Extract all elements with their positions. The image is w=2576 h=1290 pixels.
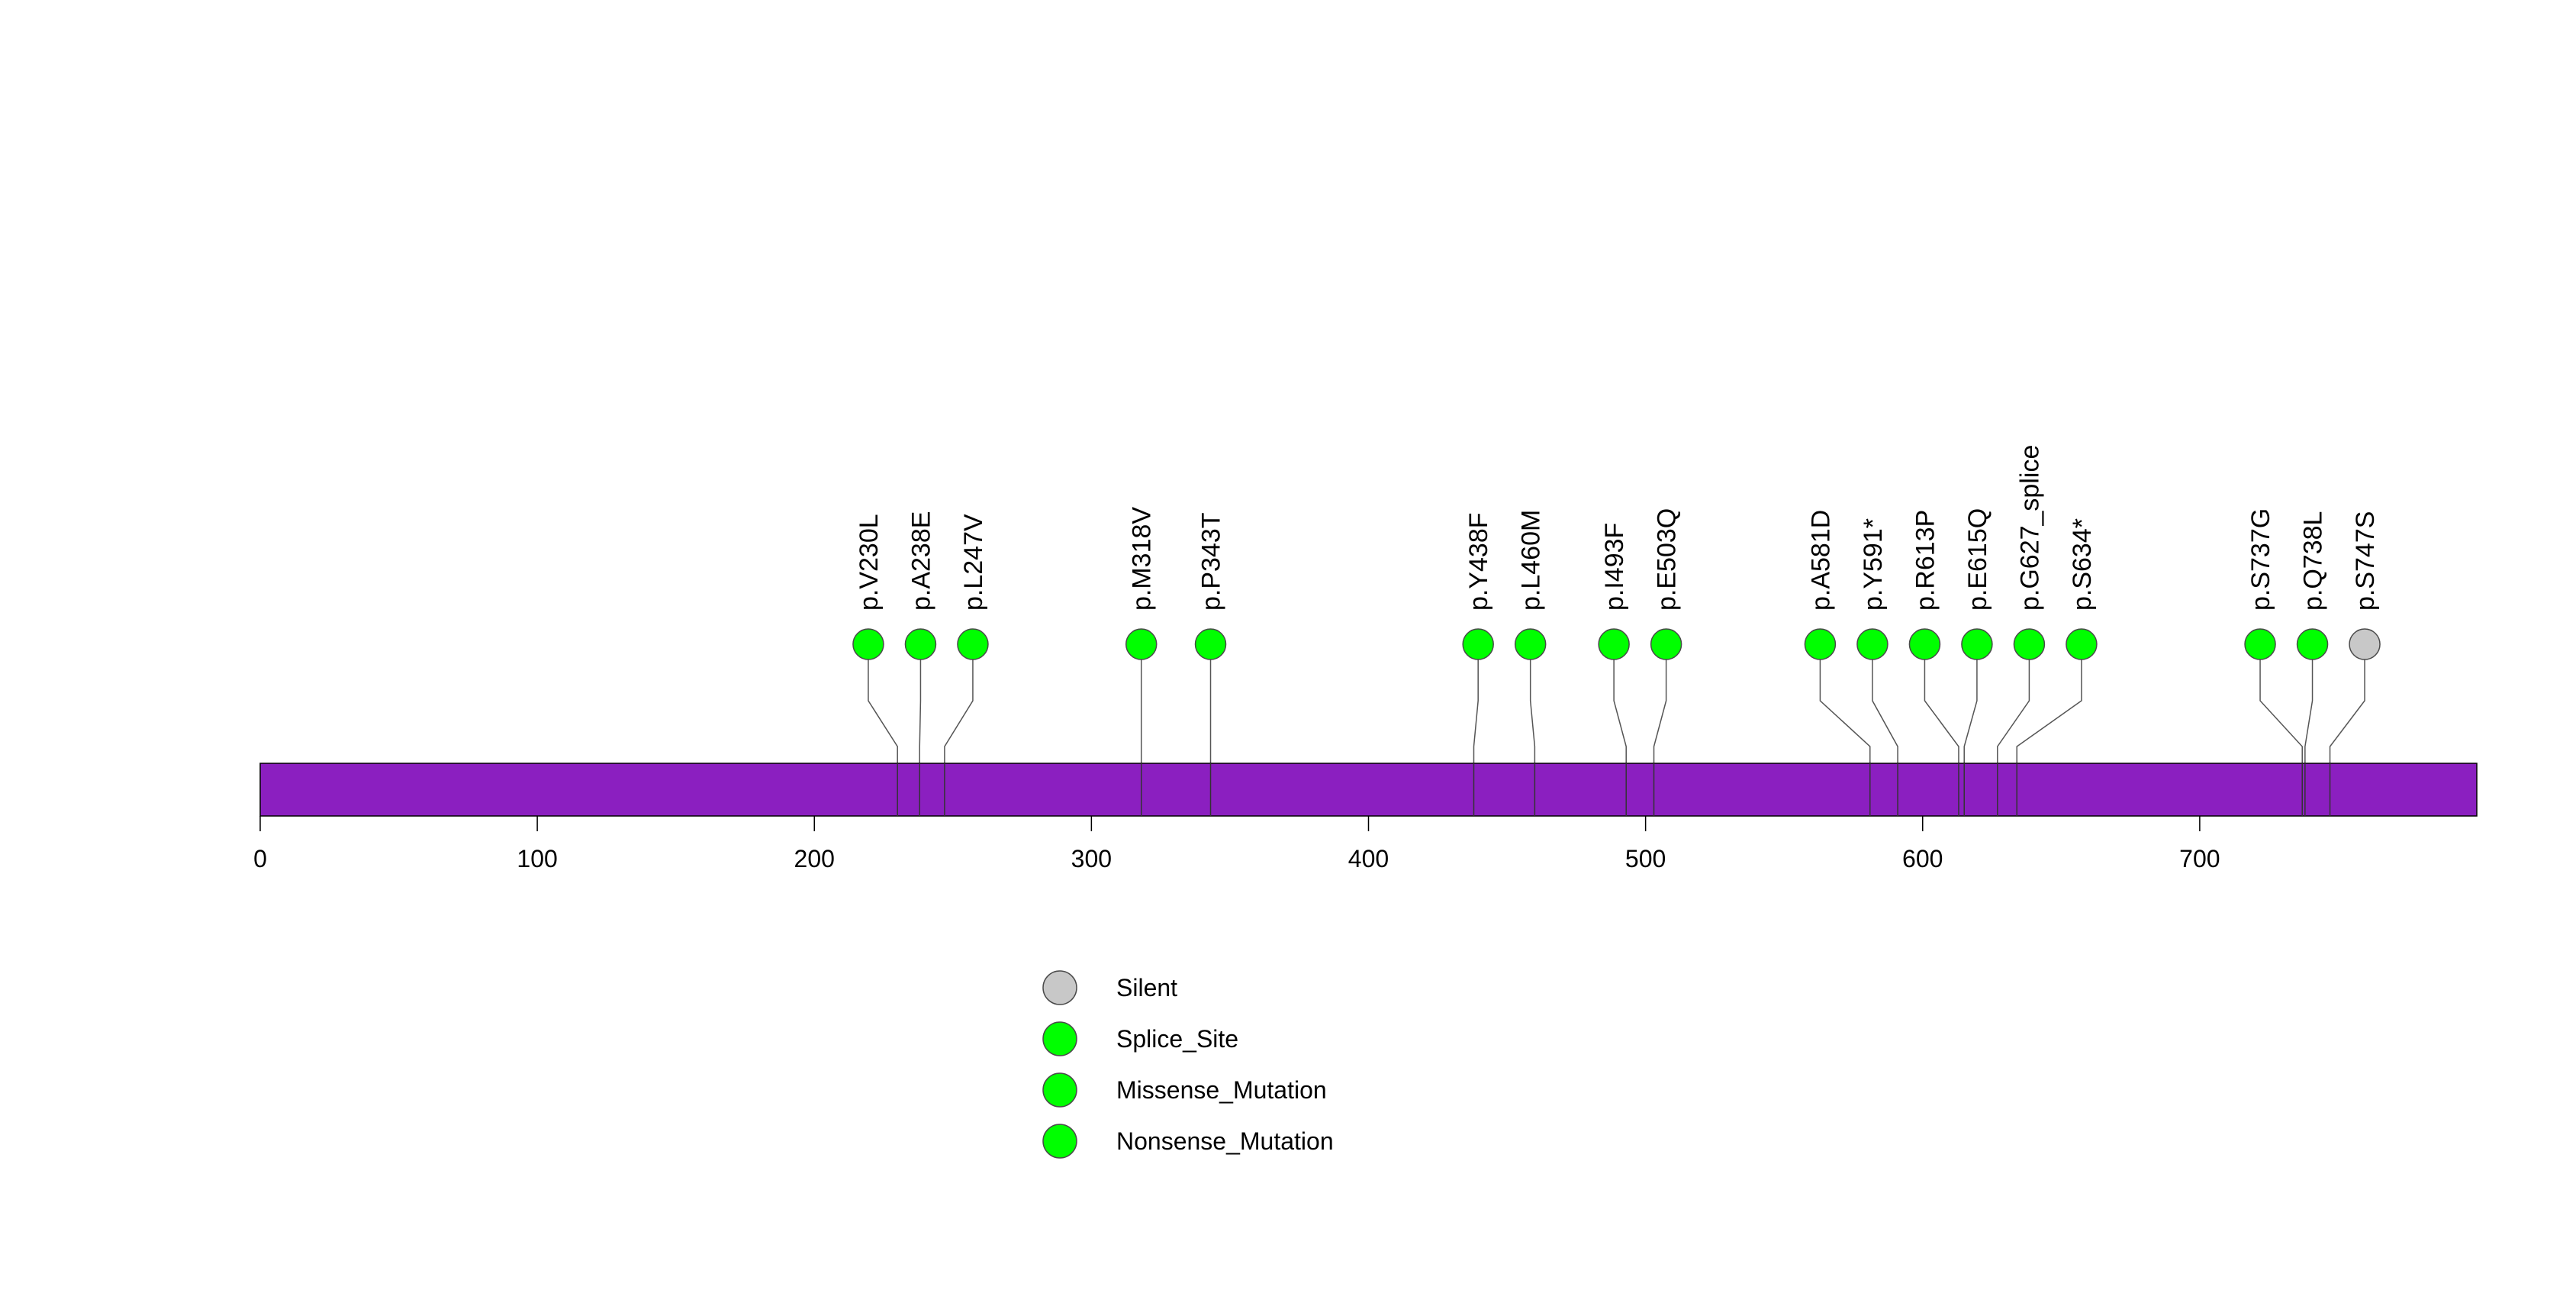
mutation-lollipop-head	[1804, 628, 1837, 660]
mutation-lollipop-head	[2349, 628, 2381, 660]
mutation-label: p.P343T	[1197, 512, 1226, 611]
connector-lines	[868, 644, 2365, 763]
mutation-label: p.L247V	[959, 514, 988, 611]
legend-swatch	[1042, 970, 1077, 1005]
mutation-lollipop-head	[2066, 628, 2098, 660]
mutation-label: p.Q738L	[2299, 511, 2328, 611]
mutation-connector	[2304, 644, 2314, 763]
mutation-lollipop-head	[1856, 628, 1889, 660]
mutation-lollipop-head	[1514, 628, 1547, 660]
legend-swatch	[1042, 1021, 1077, 1056]
mutation-connector	[1473, 644, 1479, 763]
mutation-lollipop-head	[1650, 628, 1682, 660]
mutation-label: p.S747S	[2351, 511, 2380, 611]
mutation-lollipop-head	[904, 628, 937, 660]
mutation-connector	[1653, 644, 1667, 763]
mutation-connector	[919, 644, 922, 763]
lollipop-heads	[852, 628, 2381, 660]
mutation-label: p.S634*	[2068, 518, 2097, 611]
legend-label: Nonsense_Mutation	[1116, 1127, 1334, 1155]
mutation-label: p.S737G	[2246, 508, 2275, 611]
x-tick-label: 400	[1348, 845, 1389, 872]
mutation-connector	[868, 644, 898, 763]
mutation-lollipop-head	[2296, 628, 2329, 660]
mutation-connector	[1819, 644, 1871, 763]
mutation-connector	[1872, 644, 1898, 763]
mutation-connector	[2259, 644, 2303, 763]
mutation-lollipop-head	[2013, 628, 2046, 660]
mutation-label: p.Y591*	[1859, 518, 1888, 611]
mutation-lollipop-head	[957, 628, 989, 660]
mutation-connector	[2016, 644, 2082, 763]
mutation-connector	[1613, 644, 1627, 763]
x-tick-label: 200	[794, 845, 835, 872]
x-tick-label: 600	[1902, 845, 1943, 872]
legend-label: Missense_Mutation	[1116, 1076, 1327, 1104]
mutation-lollipop-head	[1194, 628, 1227, 660]
mutation-lollipop-head	[1598, 628, 1630, 660]
mutation-label: p.E503Q	[1653, 508, 1682, 611]
protein-bar	[259, 763, 2478, 817]
mutation-lollipop-head	[1961, 628, 1993, 660]
mutation-label: p.R613P	[1911, 510, 1940, 611]
mutation-connector	[2329, 644, 2365, 763]
mutation-lollipop-head	[2244, 628, 2276, 660]
legend: Silent Splice_Site Missense_Mutation Nonsen…	[1042, 970, 1334, 1159]
mutation-label: p.Y438F	[1464, 512, 1493, 611]
mutation-label: p.E615Q	[1963, 508, 1992, 611]
mutation-label: p.A581D	[1806, 510, 1835, 611]
mutation-label: p.V230L	[855, 514, 884, 611]
mutation-connector	[1997, 644, 2030, 763]
mutation-labels: p.V230L p.A238E p.L247V p.M318V p.P343T p.Y43…	[855, 445, 2380, 611]
mutation-connector	[1963, 644, 1978, 763]
x-tick-label: 700	[2179, 845, 2220, 872]
mutation-label: p.A238E	[906, 511, 935, 611]
mutation-label: p.L460M	[1517, 510, 1546, 611]
mutation-label: p.M318V	[1128, 507, 1157, 611]
legend-label: Splice_Site	[1116, 1025, 1238, 1053]
legend-swatch	[1042, 1124, 1077, 1159]
mutation-connector	[1924, 644, 1959, 763]
mutation-lollipop-head	[852, 628, 884, 660]
mutation-connector	[1529, 644, 1536, 763]
x-tick-label: 100	[517, 845, 557, 872]
legend-label: Silent	[1116, 974, 1177, 1001]
mutation-lollipop-head	[1125, 628, 1158, 660]
mutation-lollipop-head	[1908, 628, 1941, 660]
x-tick-label: 300	[1071, 845, 1112, 872]
legend-swatch	[1042, 1072, 1077, 1108]
x-tick-label: 0	[253, 845, 267, 872]
mutation-connector	[944, 644, 974, 763]
mutation-label: p.G627_splice	[2015, 445, 2044, 611]
x-axis: 0 100 200 300 400 500 600 700	[253, 816, 2220, 872]
mutation-lollipop-head	[1462, 628, 1494, 660]
mutation-label: p.I493F	[1600, 523, 1629, 611]
bar-position-marks	[897, 763, 2331, 816]
x-tick-label: 500	[1625, 845, 1666, 872]
